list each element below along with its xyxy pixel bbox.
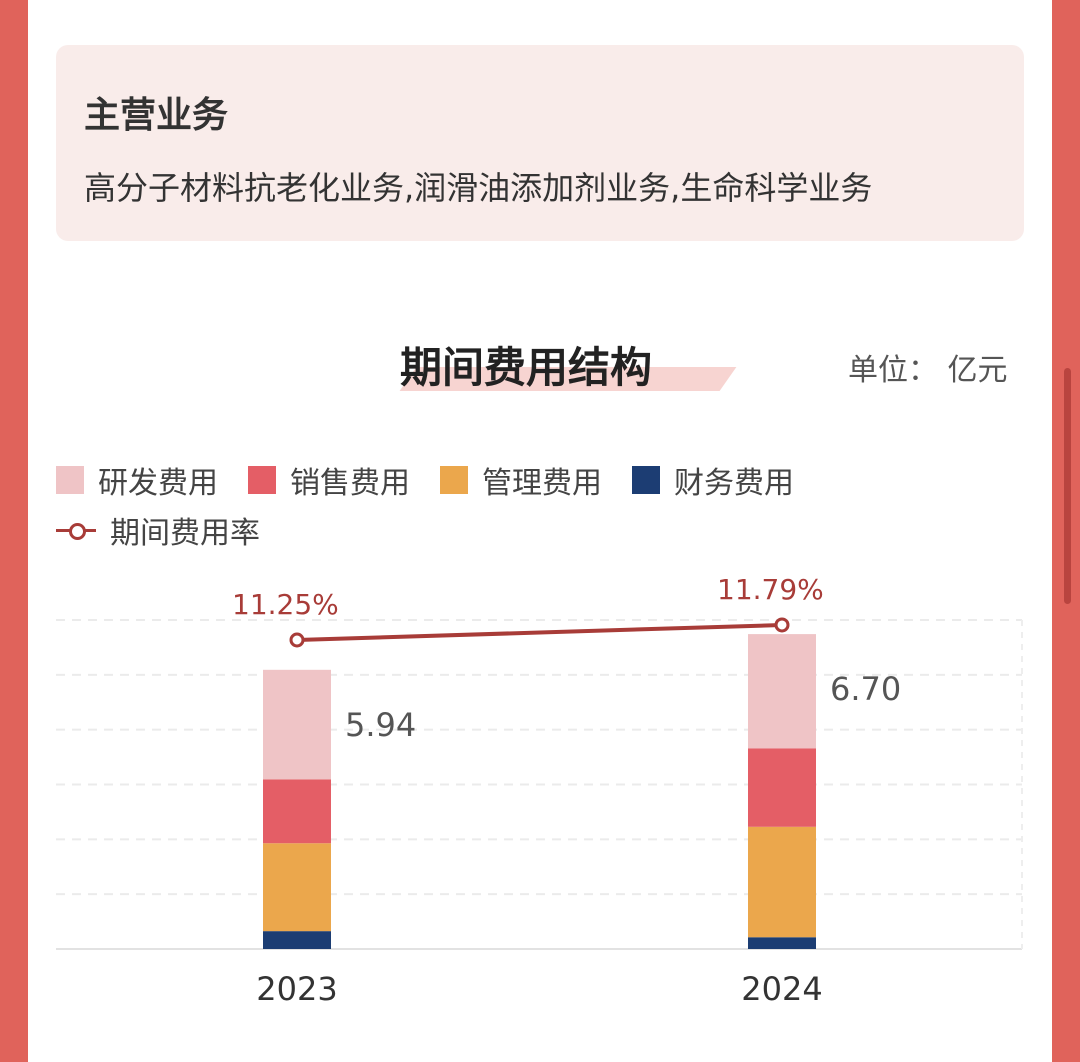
legend-swatch-finance [632, 466, 660, 494]
rate-point-2023 [289, 632, 305, 648]
legend-item-admin: 管理费用 [440, 458, 602, 502]
chart-title: 期间费用结构 [400, 343, 653, 392]
legend-label-sales: 销售费用 [290, 466, 410, 501]
legend-item-sales: 销售费用 [248, 458, 410, 502]
bar-2023-财务费用 [263, 931, 331, 949]
bar-2024-财务费用 [748, 937, 816, 949]
content: 主营业务 高分子材料抗老化业务,润滑油添加剂业务,生命科学业务 期间费用结构 单… [28, 0, 1052, 1062]
legend-line-marker-icon [56, 516, 96, 544]
legend-swatch-rd [56, 466, 84, 494]
rate-label-2024: 11.79% [717, 573, 824, 606]
legend-item-rd: 研发费用 [56, 458, 218, 502]
bar-2023-研发费用 [263, 669, 331, 780]
legend-swatch-admin [440, 466, 468, 494]
main-business-title: 主营业务 [84, 95, 229, 136]
bar-2024-研发费用 [748, 634, 816, 749]
rate-label-2023: 11.25% [232, 588, 339, 621]
legend-label-admin: 管理费用 [482, 466, 602, 501]
bar-2024-销售费用 [748, 748, 816, 827]
legend-line: 期间费用率 [56, 508, 290, 552]
main-business-text: 高分子材料抗老化业务,润滑油添加剂业务,生命科学业务 [84, 169, 873, 207]
x-tick-2023: 2023 [256, 970, 337, 1008]
legend-item-finance: 财务费用 [632, 458, 794, 502]
legend-item-rate: 期间费用率 [56, 508, 260, 552]
legend-swatch-sales [248, 466, 276, 494]
rate-line [296, 622, 783, 642]
legend-label-finance: 财务费用 [674, 466, 794, 501]
scrollbar[interactable] [1064, 368, 1071, 604]
bar-2023-销售费用 [263, 779, 331, 844]
legend: 研发费用 销售费用 管理费用 财务费用 [56, 458, 824, 502]
total-label-2024: 6.70 [830, 670, 901, 708]
legend-label-rd: 研发费用 [98, 466, 218, 501]
bar-2024-管理费用 [748, 826, 816, 938]
unit-label: 单位： 亿元 [848, 353, 1008, 388]
bar-2023-管理费用 [263, 843, 331, 932]
main-business-card [56, 45, 1024, 241]
legend-label-rate: 期间费用率 [110, 516, 260, 551]
rate-point-2024 [774, 617, 790, 633]
x-tick-2024: 2024 [741, 970, 822, 1008]
total-label-2023: 5.94 [345, 706, 416, 744]
